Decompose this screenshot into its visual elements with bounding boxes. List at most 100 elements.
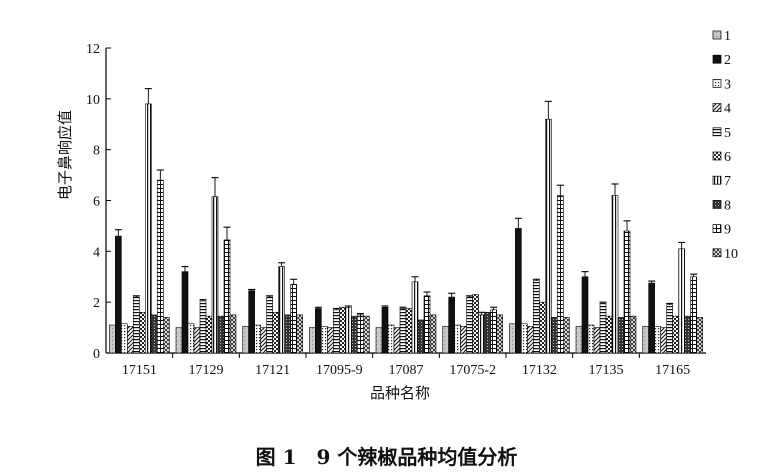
bar-17087-series-9 — [423, 295, 431, 354]
legend: 1 2 3 4 5 6 7 8 9 10 — [712, 29, 738, 262]
bar-17151-series-1 — [109, 324, 116, 354]
bar-17075-2-series-5 — [466, 296, 473, 354]
x-axis-label: 品种名称 — [370, 385, 430, 402]
bar-17095-9-series-3 — [321, 326, 328, 354]
bar-17135-series-9 — [623, 230, 631, 354]
bar-17087-series-7 — [411, 281, 419, 354]
bar-17121-series-10 — [296, 314, 303, 354]
bar-17135-series-1 — [575, 326, 583, 354]
bar-17129-series-5 — [199, 300, 207, 354]
bar-17075-2-series-8 — [484, 312, 491, 354]
legend-swatch-5 — [712, 127, 722, 137]
bar-17087-series-6 — [405, 308, 413, 354]
x-tick-label: 17075-2 — [449, 363, 496, 378]
bar-17135-series-7 — [611, 195, 619, 354]
bar-17165-series-6 — [672, 315, 679, 354]
bars-layer — [109, 88, 703, 354]
legend-swatch-7 — [712, 175, 722, 185]
bar-17075-2-series-9 — [490, 309, 497, 354]
figure-caption: 图 1 9 个辣椒品种均值分析 — [255, 445, 518, 469]
bar-17135-series-3 — [587, 324, 595, 354]
bar-17075-2-series-10 — [496, 314, 503, 354]
bar-17087-series-1 — [375, 327, 383, 354]
y-tick-label: 6 — [93, 195, 100, 210]
bar-17129-series-6 — [205, 315, 213, 354]
bar-17151-series-2 — [115, 235, 122, 354]
y-tick-label: 12 — [86, 42, 100, 57]
bar-17132-series-10 — [563, 317, 570, 354]
bar-17151-series-7 — [145, 103, 152, 354]
legend-swatch-1 — [712, 30, 722, 40]
legend-swatch-4 — [712, 103, 722, 112]
y-tick-label: 2 — [93, 296, 100, 311]
bar-17132-series-1 — [509, 323, 516, 354]
bar-17151-series-9 — [157, 179, 164, 354]
legend-label-2: 2 — [724, 53, 731, 68]
bar-17135-series-8 — [617, 317, 625, 354]
bar-17121-series-5 — [266, 296, 273, 354]
axes: 0 2 4 6 8 10 12 17151 17129 17121 17095-9 17087 1707… — [86, 42, 706, 378]
legend-swatch-10 — [712, 248, 722, 258]
bar-17095-9-series-10 — [363, 315, 370, 354]
bar-17075-2-series-4 — [460, 326, 467, 354]
legend-label-9: 9 — [724, 223, 731, 238]
bar-17135-series-10 — [629, 315, 637, 354]
x-tick-label: 17129 — [189, 363, 224, 378]
bar-17087-series-2 — [381, 306, 389, 354]
bar-17132-series-5 — [533, 280, 540, 354]
legend-label-3: 3 — [724, 77, 731, 92]
bar-17095-9-series-7 — [345, 306, 352, 354]
bar-17151-series-10 — [163, 317, 170, 354]
bar-17129-series-8 — [217, 315, 225, 354]
bar-17165-series-5 — [666, 304, 673, 354]
bar-17095-9-series-2 — [315, 308, 322, 354]
bar-17121-series-6 — [272, 312, 279, 354]
bar-17095-9-series-9 — [357, 314, 364, 354]
bar-17087-series-5 — [399, 308, 407, 354]
legend-label-7: 7 — [724, 174, 731, 189]
x-tick-label: 17095-9 — [316, 363, 363, 378]
y-axis-label: 电子鼻响应值 — [56, 110, 74, 200]
bar-17151-series-5 — [133, 296, 140, 354]
bar-17075-2-series-7 — [478, 314, 485, 354]
bar-17132-series-4 — [527, 326, 534, 354]
y-tick-label: 0 — [93, 347, 100, 362]
bar-17132-series-3 — [521, 323, 528, 354]
legend-swatch-9 — [712, 224, 722, 233]
bar-17087-series-8 — [417, 319, 425, 354]
bar-17095-9-series-5 — [333, 309, 340, 354]
x-tick-label: 17135 — [589, 363, 624, 378]
legend-label-1: 1 — [724, 29, 731, 44]
bar-17121-series-8 — [284, 314, 291, 354]
bar-17132-series-2 — [515, 228, 522, 354]
bar-17135-series-6 — [605, 315, 613, 354]
y-tick-label: 10 — [86, 93, 100, 108]
bar-17087-series-4 — [393, 327, 401, 354]
x-tick-label: 17151 — [122, 363, 157, 378]
bar-17129-series-7 — [211, 196, 219, 354]
bar-17129-series-4 — [193, 327, 201, 354]
legend-swatch-2 — [712, 54, 722, 64]
bar-17165-series-1 — [642, 326, 649, 354]
bar-17151-series-6 — [139, 312, 146, 354]
legend-label-4: 4 — [724, 102, 731, 117]
bar-17151-series-3 — [121, 323, 128, 354]
bar-17121-series-9 — [290, 284, 297, 354]
bar-17165-series-3 — [654, 326, 661, 354]
bar-17135-series-2 — [581, 276, 589, 354]
bar-17132-series-8 — [551, 317, 558, 354]
bar-17132-series-7 — [545, 118, 552, 354]
bar-17129-series-10 — [229, 314, 237, 354]
bar-17165-series-8 — [684, 315, 691, 354]
bar-17121-series-7 — [278, 266, 285, 354]
bar-17135-series-4 — [593, 327, 601, 354]
bar-17165-series-7 — [678, 248, 685, 354]
y-tick-label: 4 — [93, 245, 100, 260]
x-tick-label: 17165 — [655, 363, 690, 378]
bar-17121-series-1 — [242, 326, 249, 354]
bar-17095-9-series-4 — [327, 327, 334, 354]
bar-17151-series-8 — [151, 314, 158, 354]
bar-17087-series-10 — [429, 314, 437, 354]
bar-17075-2-series-3 — [454, 324, 461, 354]
